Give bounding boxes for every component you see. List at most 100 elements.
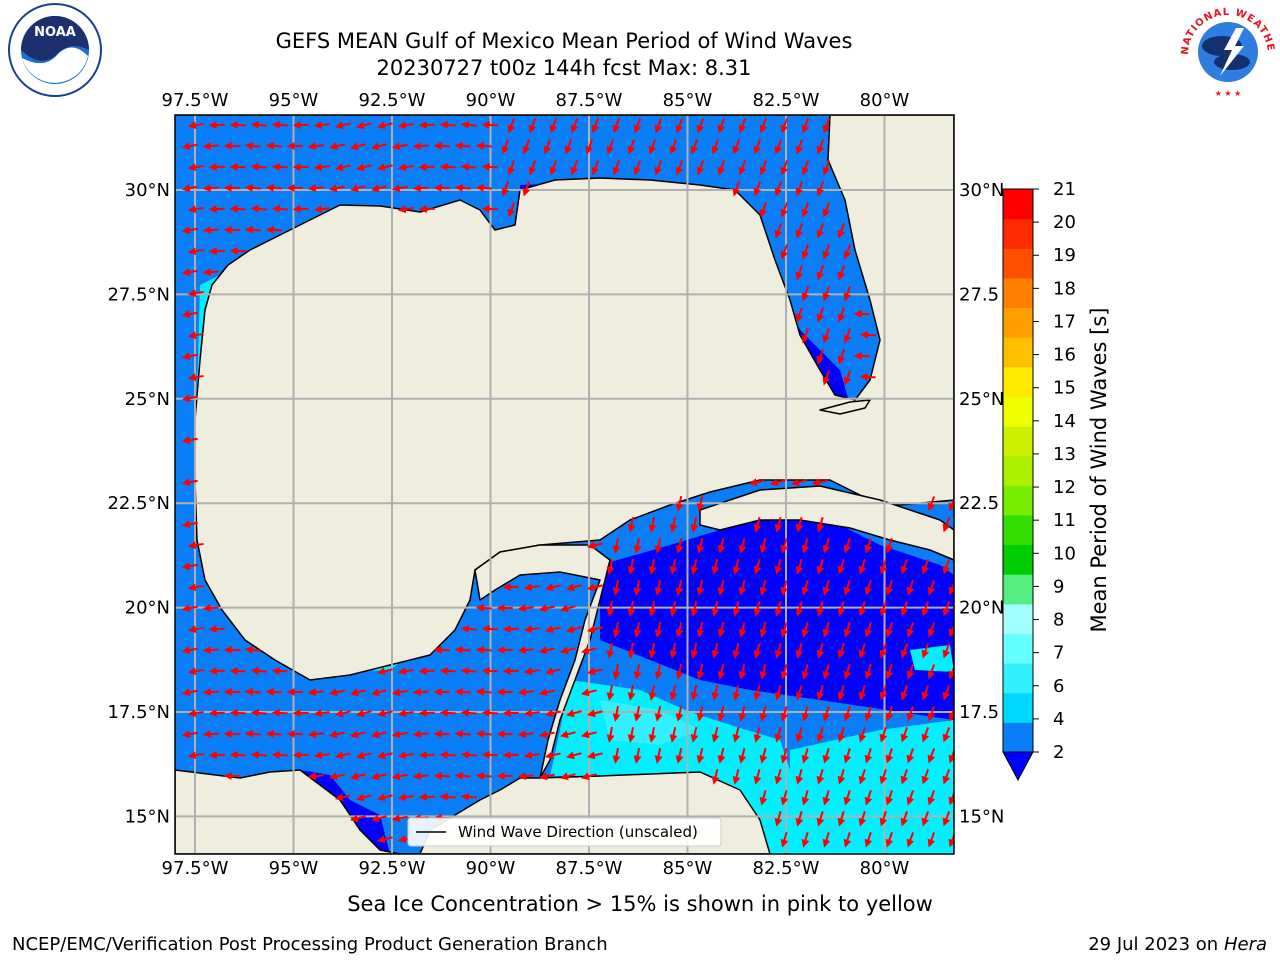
wave-direction-arrow <box>442 797 456 798</box>
colorbar-tick-label: 21 <box>1053 179 1076 200</box>
wave-direction-arrow <box>268 229 282 230</box>
wave-direction-arrow <box>478 733 492 734</box>
wave-direction-arrow <box>232 209 246 210</box>
wave-direction-arrow <box>232 671 246 672</box>
colorbar-tick-label: 18 <box>1053 278 1076 299</box>
wave-direction-arrow <box>247 733 261 734</box>
wave-direction-arrow <box>463 712 477 713</box>
chart-subtitle: 20230727 t00z 144h fcst Max: 8.31 <box>377 56 752 80</box>
wave-direction-arrow <box>205 187 219 188</box>
colorbar-tick-label: 13 <box>1053 444 1076 465</box>
latitude-label: 22.5°N <box>107 493 170 514</box>
colorbar-swatch <box>1003 545 1033 575</box>
longitude-label: 90°W <box>466 858 516 879</box>
wave-direction-arrow <box>310 691 324 692</box>
svg-text:★ ★ ★: ★ ★ ★ <box>1215 89 1242 98</box>
colorbar-swatch <box>1003 248 1033 278</box>
longitude-label: 97.5°W <box>162 90 229 111</box>
wave-direction-arrow <box>421 209 435 210</box>
wave-direction-arrow <box>421 671 435 672</box>
wave-direction-arrow <box>247 691 261 692</box>
latitude-label: 15°N <box>125 806 170 827</box>
latitude-label: 25°N <box>959 389 1004 410</box>
legend-label: Wind Wave Direction (unscaled) <box>458 823 698 841</box>
latitude-label: 17.5°N <box>107 702 170 723</box>
wave-direction-arrow <box>415 733 429 734</box>
noaa-logo-text: NOAA <box>34 25 76 40</box>
wave-direction-arrow <box>274 209 288 210</box>
wave-direction-arrow <box>253 754 267 755</box>
wave-direction-arrow <box>478 607 492 608</box>
wave-direction-arrow <box>205 691 219 692</box>
wave-direction-arrow <box>442 713 456 714</box>
colorbar-swatch <box>1003 456 1033 486</box>
wave-direction-arrow <box>478 649 492 650</box>
wave-direction-arrow <box>247 145 261 146</box>
noaa-logo: NOAA <box>9 4 101 96</box>
wave-direction-arrow <box>484 125 498 126</box>
wave-direction-arrow <box>247 649 261 650</box>
wave-direction-arrow <box>205 229 219 230</box>
colorbar-swatch <box>1003 367 1033 397</box>
wave-direction-arrow <box>457 775 471 776</box>
wave-direction-arrow <box>211 167 225 168</box>
wave-direction-arrow <box>205 649 219 650</box>
wave-direction-arrow <box>232 713 246 714</box>
colorbar-tick-label: 6 <box>1053 676 1064 697</box>
wave-direction-arrow <box>463 754 477 755</box>
wave-direction-arrow <box>421 167 435 168</box>
wave-direction-arrow <box>310 187 324 188</box>
longitude-label: 85°W <box>663 90 713 111</box>
wave-direction-arrow <box>205 271 219 272</box>
wave-direction-arrow <box>274 125 288 126</box>
latitude-label: 30°N <box>125 180 170 201</box>
wave-direction-arrow <box>268 145 282 146</box>
colorbar-swatch <box>1003 633 1033 663</box>
wave-direction-arrow <box>268 691 282 692</box>
wave-direction-arrow <box>457 145 471 146</box>
wave-direction-arrow <box>415 145 429 146</box>
colorbar-tick-label: 20 <box>1053 212 1076 233</box>
wave-direction-arrow <box>478 187 492 188</box>
wave-direction-arrow <box>253 208 267 209</box>
latitude-label: 20°N <box>125 598 170 619</box>
colorbar-swatch <box>1003 278 1033 308</box>
longitude-label: 87.5°W <box>556 90 623 111</box>
wave-direction-arrow <box>253 166 267 167</box>
colorbar-tick-label: 17 <box>1053 311 1076 332</box>
latitude-label: 27.5 <box>959 284 999 305</box>
wave-direction-arrow <box>415 187 429 188</box>
longitude-label: 82.5°W <box>753 90 820 111</box>
wave-direction-arrow <box>421 755 435 756</box>
wave-direction-arrow <box>205 607 219 608</box>
longitude-label: 90°W <box>466 90 516 111</box>
wave-direction-arrow <box>421 713 435 714</box>
wave-direction-arrow <box>310 775 324 776</box>
wave-direction-arrow <box>211 671 225 672</box>
wave-direction-arrow <box>268 733 282 734</box>
wave-direction-arrow <box>442 755 456 756</box>
colorbar-tick-label: 14 <box>1053 411 1076 432</box>
latitude-labels-left: 30°N27.5°N25°N22.5°N20°N17.5°N15°N <box>107 180 170 827</box>
colorbar-extend-triangle <box>1003 752 1033 780</box>
colorbar-tick-label: 19 <box>1053 245 1076 266</box>
wave-direction-arrow <box>205 145 219 146</box>
latitude-label: 20°N <box>959 598 1004 619</box>
latitude-label: 27.5°N <box>107 284 170 305</box>
colorbar-swatch <box>1003 337 1033 367</box>
wave-direction-arrow <box>463 166 477 167</box>
wave-direction-arrow <box>457 691 471 692</box>
wave-direction-arrow <box>310 733 324 734</box>
colorbar-tick-label: 4 <box>1053 709 1064 730</box>
wave-direction-arrow <box>415 691 429 692</box>
wave-direction-arrow <box>484 755 498 756</box>
wave-direction-arrow <box>274 755 288 756</box>
colorbar-tick-label: 2 <box>1053 742 1064 763</box>
colorbar-swatch <box>1003 604 1033 634</box>
longitude-label: 92.5°W <box>359 858 426 879</box>
wave-direction-arrow <box>232 167 246 168</box>
wave-direction-arrow <box>484 713 498 714</box>
wave-direction-arrow <box>247 229 261 230</box>
wave-direction-arrow <box>274 167 288 168</box>
